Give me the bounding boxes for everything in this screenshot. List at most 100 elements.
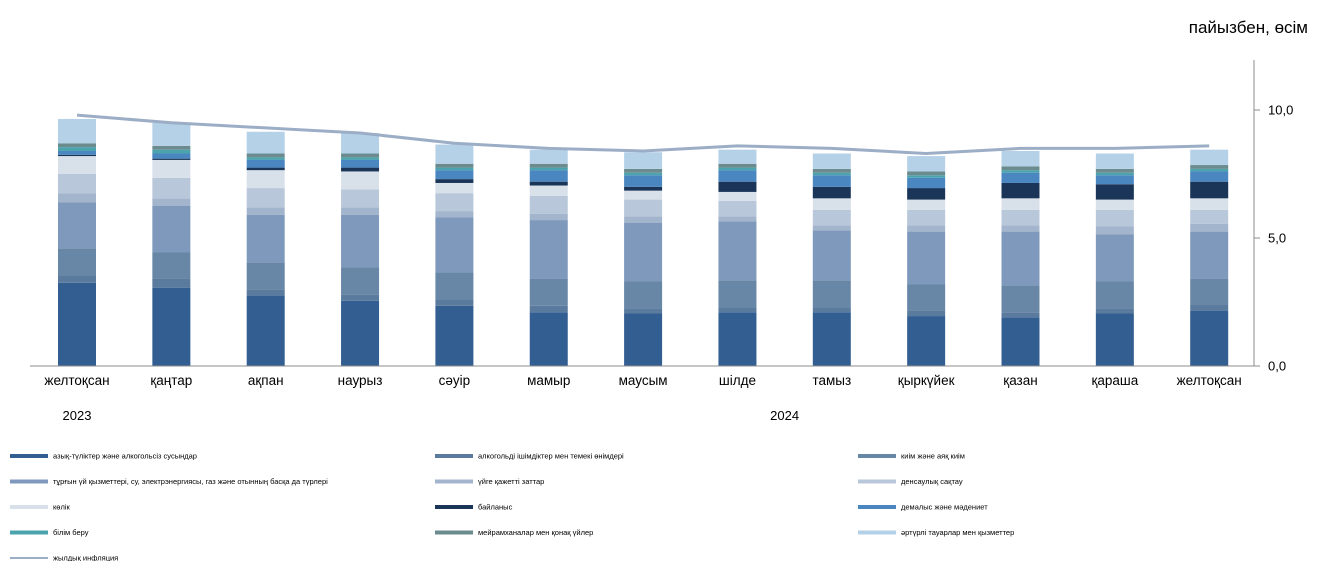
bar-segment	[718, 191, 757, 201]
x-tick-label: сәуір	[439, 373, 471, 388]
bars-layer	[58, 118, 1229, 366]
x-tick-label: мамыр	[527, 373, 570, 388]
x-tick-label: қыркүйек	[898, 373, 955, 388]
y-tick-label: 5,0	[1268, 231, 1286, 246]
bar-segment	[58, 147, 96, 151]
bar-segment	[435, 217, 474, 273]
x-tick-label: қазан	[1003, 373, 1037, 388]
bar-segment	[812, 175, 851, 187]
bar-segment	[435, 182, 474, 194]
legend-item: денсаулық сақтау	[858, 477, 963, 486]
bar-segment	[1001, 172, 1040, 183]
bar-segment	[246, 167, 285, 171]
bar-segment	[718, 181, 757, 192]
bar-segment	[246, 159, 285, 168]
legend-label: байланыс	[478, 503, 513, 512]
bar-segment	[529, 185, 568, 196]
bar-segment	[624, 216, 663, 223]
year-label: 2024	[770, 408, 799, 423]
bar-segment	[58, 275, 96, 283]
bar-segment	[246, 214, 285, 263]
bar-segment	[1001, 150, 1040, 167]
inflation-line-layer	[76, 113, 1210, 156]
legend-label: үйге қажетті заттар	[478, 477, 544, 486]
bar-segment	[1095, 175, 1134, 185]
bar-segment	[529, 181, 568, 186]
bar-segment	[718, 307, 757, 313]
legend-label: жылдық инфляция	[53, 554, 118, 561]
bar-segment	[907, 316, 946, 366]
y-tick-label: 0,0	[1268, 359, 1286, 374]
bar-segment	[341, 294, 380, 301]
x-tick-label: ақпан	[248, 373, 284, 388]
legend-swatch	[10, 505, 48, 509]
bar-segment	[58, 154, 96, 157]
bar-segment	[907, 171, 946, 176]
bar-segment	[1190, 310, 1229, 366]
legend-item: білім беру	[10, 528, 89, 537]
legend-label: демалыс және мәдениет	[901, 503, 988, 512]
bar-segment	[718, 312, 757, 366]
category-labels-layer: желтоқсан қаңтар ақпан наурыз сәуір мамыр маус…	[44, 373, 1241, 423]
bar-segment	[58, 248, 96, 276]
bar-segment	[435, 144, 474, 164]
bar-segment	[246, 289, 285, 296]
legend-label: денсаулық сақтау	[901, 477, 963, 486]
legend-item: үйге қажетті заттар	[435, 477, 544, 486]
year-label: 2023	[63, 408, 92, 423]
bar-segment	[152, 149, 191, 154]
bar-segment	[246, 170, 285, 189]
bar-segment	[624, 313, 663, 366]
bar-segment	[624, 152, 663, 169]
bar-segment	[58, 156, 96, 174]
legend-swatch	[858, 454, 896, 458]
bar-segment	[907, 231, 946, 285]
bar-segment	[1190, 223, 1229, 232]
bar-segment	[341, 171, 380, 190]
bar-segment	[1190, 209, 1229, 224]
bar-segment	[341, 157, 380, 160]
bar-segment	[529, 305, 568, 313]
legend-swatch	[858, 530, 896, 535]
bar-segment	[529, 170, 568, 182]
bar-segment	[812, 186, 851, 199]
bar-segment	[718, 170, 757, 182]
bar-segment	[812, 312, 851, 366]
bar-segment	[624, 190, 663, 200]
bar-segment	[812, 198, 851, 210]
bar-segment	[529, 149, 568, 164]
bar-segment	[58, 150, 96, 155]
bar-segment	[907, 188, 946, 200]
bar-segment	[341, 267, 380, 295]
legend-swatch	[435, 530, 473, 535]
bar-segment	[152, 177, 191, 199]
bar-segment	[1001, 198, 1040, 210]
legend-item: жылдық инфляция	[10, 554, 118, 561]
bar-segment	[152, 153, 191, 159]
bar-segment	[1190, 168, 1229, 172]
bar-segment	[1190, 149, 1229, 166]
bar-segment	[812, 230, 851, 281]
bar-segment	[1190, 181, 1229, 199]
bar-segment	[435, 179, 474, 183]
bar-segment	[246, 207, 285, 215]
bar-segment	[718, 200, 757, 217]
bar-segment	[529, 163, 568, 168]
bar-segment	[907, 209, 946, 226]
legend-label: киім және аяқ киім	[901, 452, 965, 461]
bar-segment	[718, 280, 757, 308]
bar-segment	[1001, 225, 1040, 232]
bar-segment	[152, 145, 191, 150]
legend-item: азық-түліктер және алкогольсіз сусындар	[10, 452, 197, 461]
legend-item: байланыс	[435, 503, 513, 512]
bar-segment	[1190, 198, 1229, 210]
legend-label: әртүрлі тауарлар мен қызметтер	[901, 528, 1014, 537]
bar-segment	[435, 170, 474, 180]
bar-segment	[1190, 278, 1229, 305]
bar-segment	[624, 308, 663, 314]
legend-swatch	[435, 454, 473, 458]
bar-segment	[435, 211, 474, 218]
bar-segment	[152, 287, 191, 366]
bar-segment	[907, 225, 946, 232]
x-tick-label: маусым	[619, 373, 668, 388]
